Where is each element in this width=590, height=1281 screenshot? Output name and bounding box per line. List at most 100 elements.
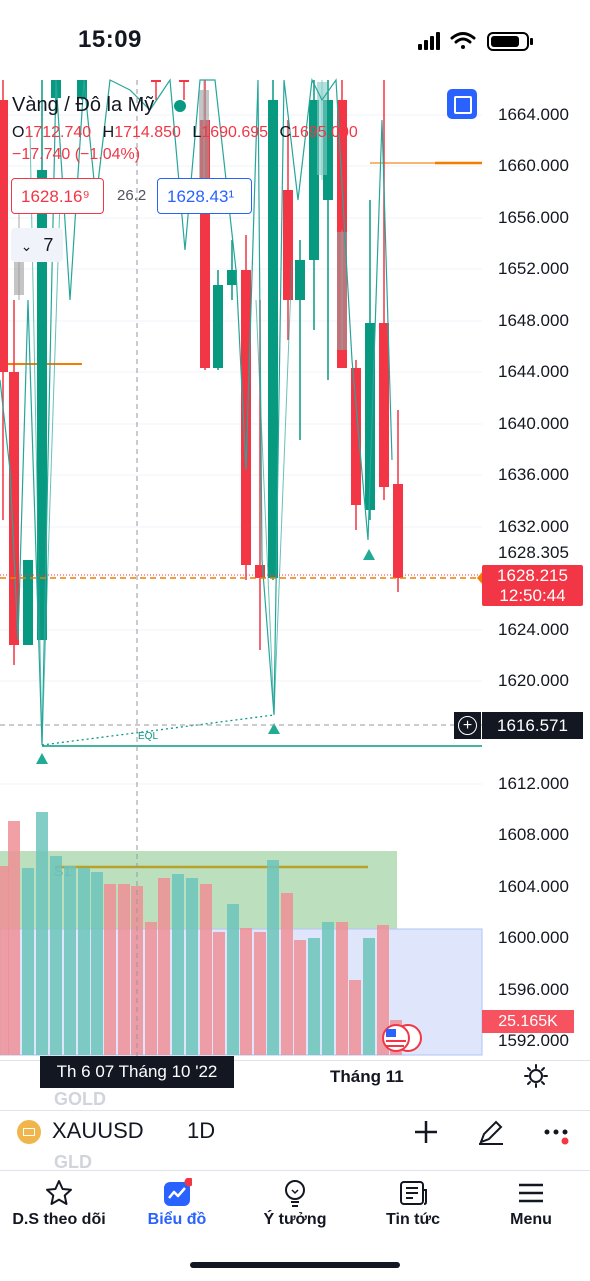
lightbulb-icon: [285, 1180, 305, 1207]
price-axis-label: 1596.000: [498, 980, 569, 999]
volume-bar: [336, 922, 348, 1055]
price-axis-label: 1608.000: [498, 825, 569, 844]
volume-bar: [267, 860, 279, 1055]
chevron-down-icon: ⌄: [20, 238, 33, 254]
ghost-symbol-bottom: GLD: [54, 1152, 92, 1172]
volume-bar: [240, 928, 252, 1055]
interval-selector[interactable]: 1D: [187, 1118, 216, 1143]
volume-bar: [186, 878, 198, 1055]
current-price-label: 1628.215 12:50:44: [482, 565, 583, 606]
home-indicator: [190, 1262, 400, 1268]
volume-bar: [200, 884, 212, 1055]
price-axis-label: 1648.000: [498, 311, 569, 330]
buy-button[interactable]: 1628.43¹: [157, 178, 252, 214]
candle: [337, 232, 347, 350]
indicators-toggle[interactable]: ⌄ 7: [11, 228, 63, 262]
price-axis-label: 1600.000: [498, 928, 569, 947]
volume-bar: [78, 868, 90, 1055]
volume-bar: [145, 922, 157, 1055]
volume-bar: [308, 938, 320, 1055]
tab-watchlist[interactable]: D.S theo dõi: [0, 1170, 118, 1240]
fullscreen-icon: [454, 96, 472, 114]
eql-line: [41, 714, 275, 746]
volume-bar: [8, 821, 20, 1055]
candles: [0, 80, 403, 665]
volume-bar: [22, 868, 34, 1055]
add-alert-button[interactable]: +: [454, 712, 481, 739]
volume-bar: [349, 980, 361, 1055]
candle: [200, 120, 210, 368]
volume-bar: [322, 922, 334, 1055]
price-axis-label: 1652.000: [498, 259, 569, 278]
volume-bar: [104, 884, 116, 1055]
candle: [227, 270, 237, 285]
price-axis-label: 1620.000: [498, 671, 569, 690]
volume-bar: [131, 886, 143, 1055]
volume-bar: [118, 884, 130, 1055]
candle: [351, 368, 361, 505]
tab-ideas[interactable]: Ý tưởng: [236, 1170, 354, 1240]
ghost-symbol-top: GOLD: [54, 1089, 106, 1109]
wifi-icon: [450, 32, 476, 49]
volume-bars: [0, 812, 402, 1055]
candle: [199, 90, 209, 178]
candle: [283, 190, 293, 300]
price-axis-label: 1624.000: [498, 620, 569, 639]
volume-value-label: 25.165K: [482, 1010, 574, 1033]
candle: [179, 80, 189, 82]
tab-menu[interactable]: Menu: [472, 1170, 590, 1240]
fullscreen-button[interactable]: [447, 89, 477, 119]
volume-bar: [172, 874, 184, 1055]
candle: [151, 80, 161, 82]
signal-icon: [418, 32, 440, 50]
tab-news[interactable]: Tin tức: [354, 1170, 472, 1240]
volume-bar: [91, 872, 103, 1055]
price-change: −17.740 (−1.04%): [12, 146, 141, 163]
candle: [365, 323, 375, 510]
star-icon: [46, 1180, 72, 1205]
more-icon[interactable]: [542, 1117, 572, 1147]
chart-icon: [164, 1178, 192, 1206]
volume-bar: [363, 938, 375, 1055]
price-axis-label: 1644.000: [498, 362, 569, 381]
volume-bar: [377, 925, 389, 1055]
candle: [23, 560, 33, 645]
pivot-marker: [36, 753, 48, 764]
crosshair-date-label: Th 6 07 Tháng 10 '22: [40, 1056, 234, 1088]
volume-bar: [50, 856, 62, 1055]
volume-bar: [254, 932, 266, 1055]
candle: [0, 100, 8, 372]
candle: [9, 372, 19, 645]
eql-label: EQL: [138, 731, 158, 742]
sell-button[interactable]: 1628.16⁹: [11, 178, 104, 214]
candle: [393, 484, 403, 578]
candle: [295, 260, 305, 300]
us-flag-icon: [382, 1024, 410, 1052]
symbol-selector[interactable]: XAUUSD: [52, 1118, 144, 1143]
price-axis-label: 1664.000: [498, 105, 569, 124]
candle: [317, 82, 327, 175]
volume-bar: [64, 866, 76, 1055]
candle: [268, 100, 278, 578]
add-icon[interactable]: [411, 1117, 441, 1147]
price-chart[interactable]: S1 EQL: [0, 0, 590, 1060]
settings-icon[interactable]: [524, 1064, 548, 1088]
ohlc-values: O1712.740 H1714.850 L1690.695 C1695.000: [12, 124, 358, 141]
menu-icon: [519, 1183, 543, 1203]
price-axis-label: 1592.000: [498, 1031, 569, 1050]
price-axis-label: 1604.000: [498, 877, 569, 896]
candle: [309, 100, 319, 260]
candle: [323, 100, 333, 200]
market-open-dot-icon: [173, 99, 186, 112]
status-time: 15:09: [78, 26, 142, 53]
price-axis-label: 1628.305: [498, 543, 569, 562]
volume-bar: [36, 812, 48, 1055]
candle: [379, 323, 389, 487]
drawing-pen-icon[interactable]: [476, 1117, 506, 1147]
price-axis-label: 1640.000: [498, 414, 569, 433]
tab-chart[interactable]: Biểu đồ: [118, 1170, 236, 1240]
symbol-title[interactable]: Vàng / Đô la Mỹ: [12, 94, 186, 117]
price-axis-label: 1656.000: [498, 208, 569, 227]
volume-bar: [294, 940, 306, 1055]
price-axis-label: 1636.000: [498, 465, 569, 484]
